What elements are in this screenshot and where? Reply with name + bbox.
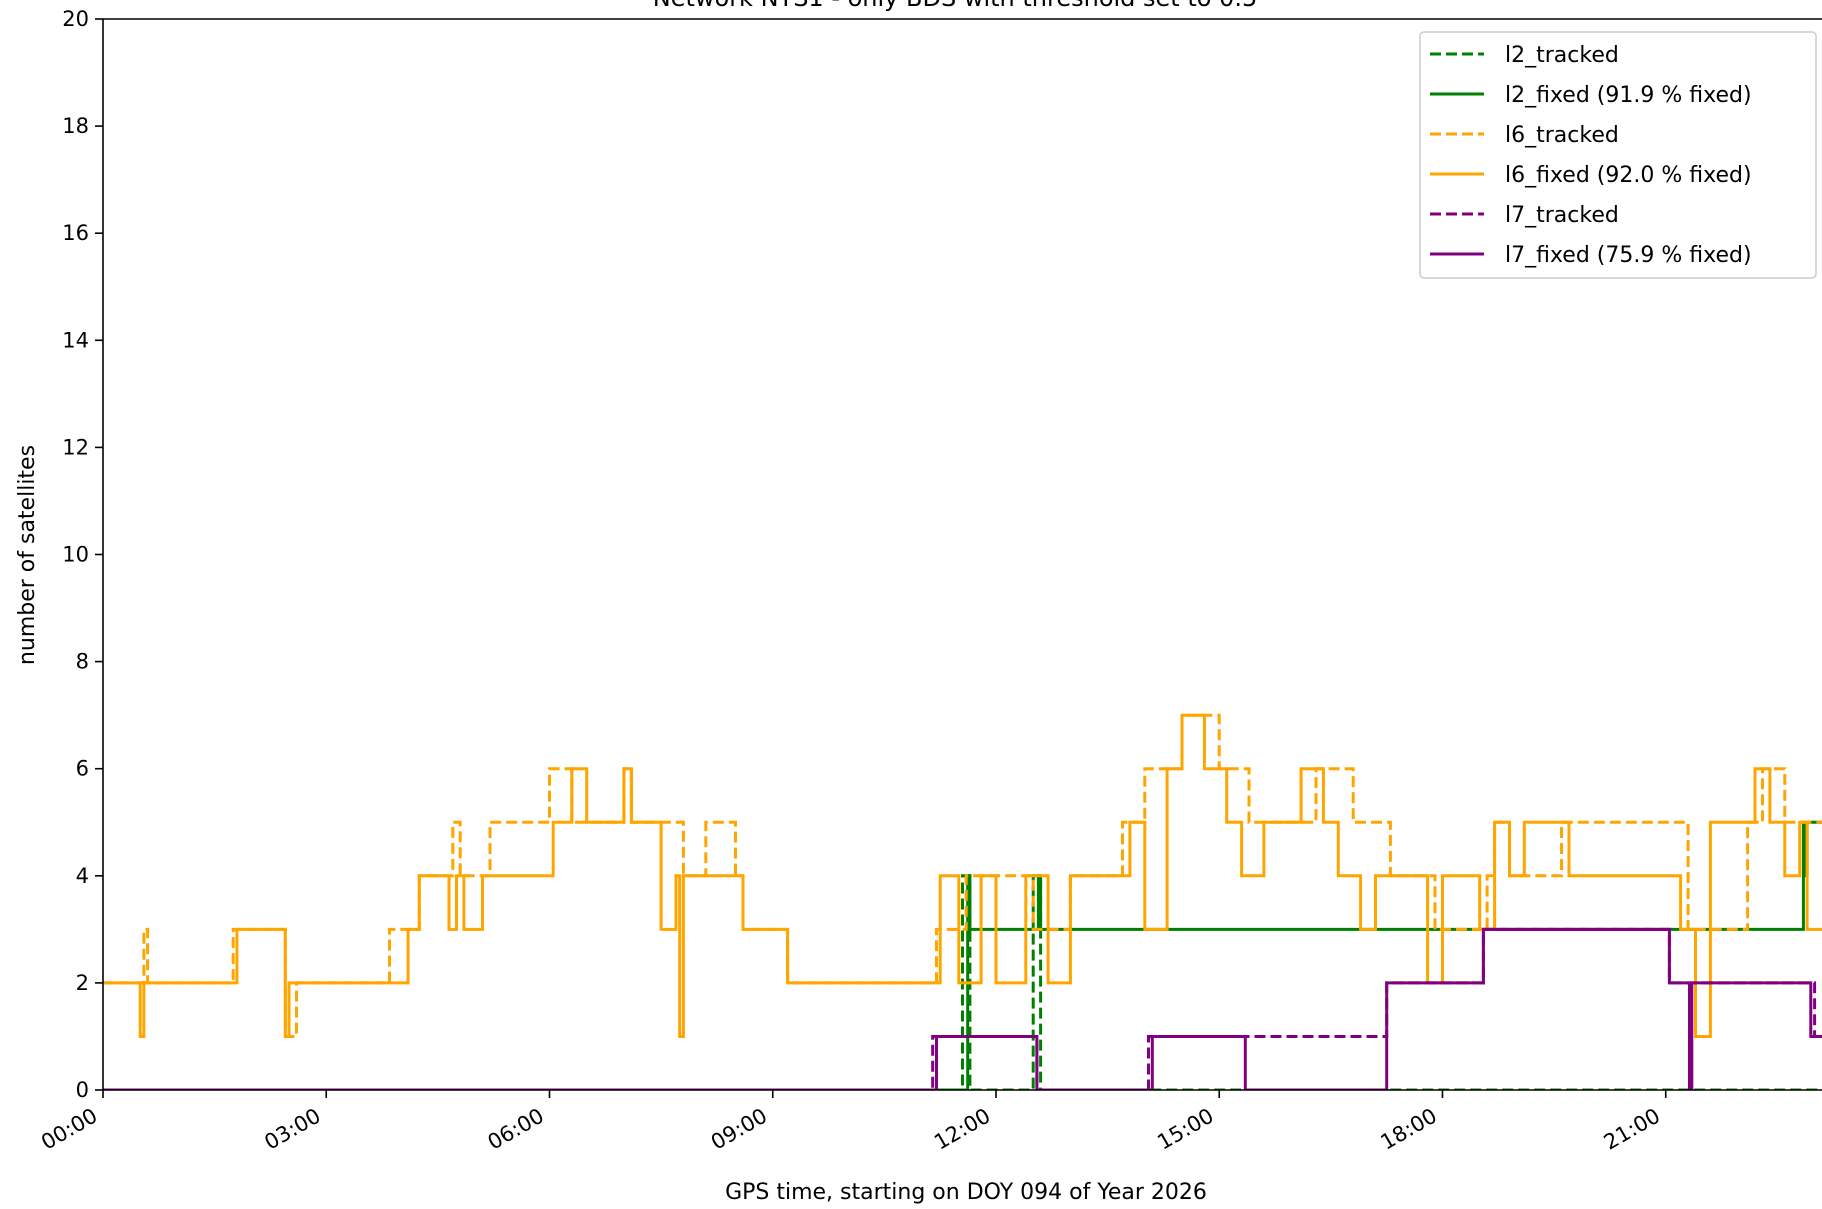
series-line-l6_tracked bbox=[103, 713, 1822, 1038]
legend: l2_tracked l2_fixed (91.9 % fixed) l6_trac… bbox=[1419, 31, 1817, 279]
x-tick-label: 21:00 bbox=[1600, 1104, 1664, 1155]
legend-label: l2_fixed (91.9 % fixed) bbox=[1505, 83, 1752, 108]
legend-frame bbox=[1419, 31, 1817, 279]
legend-label: l7_tracked bbox=[1505, 203, 1619, 228]
x-ticks: 00:00 03:00 06:00 09:00 12:00 15:00 18:00 21:00 bbox=[37, 1090, 1667, 1155]
legend-label: l6_tracked bbox=[1505, 123, 1619, 148]
y-tick-label: 20 bbox=[62, 7, 89, 31]
x-tick-label: 00:00 bbox=[37, 1104, 101, 1155]
x-tick-label: 03:00 bbox=[260, 1104, 324, 1155]
y-tick-label: 0 bbox=[76, 1078, 89, 1102]
chart-title: Network NTS1 - only BDS with threshold s… bbox=[653, 0, 1257, 12]
x-tick-label: 09:00 bbox=[707, 1104, 771, 1155]
y-tick-label: 6 bbox=[76, 757, 89, 781]
y-tick-label: 16 bbox=[62, 221, 89, 245]
x-tick-label: 15:00 bbox=[1153, 1104, 1217, 1155]
x-tick-label: 18:00 bbox=[1377, 1104, 1441, 1155]
y-axis-label: number of satellites bbox=[15, 445, 40, 665]
legend-label: l2_tracked bbox=[1505, 43, 1619, 68]
y-tick-label: 8 bbox=[76, 650, 89, 674]
x-axis-label: GPS time, starting on DOY 094 of Year 20… bbox=[725, 1180, 1207, 1205]
legend-label: l6_fixed (92.0 % fixed) bbox=[1505, 163, 1752, 188]
x-tick-label: 06:00 bbox=[484, 1104, 548, 1155]
y-tick-label: 12 bbox=[62, 435, 89, 459]
y-tick-label: 14 bbox=[62, 328, 89, 352]
y-tick-label: 18 bbox=[62, 114, 89, 138]
y-tick-label: 4 bbox=[76, 864, 89, 888]
x-tick-label: 12:00 bbox=[930, 1104, 994, 1155]
series-layer bbox=[103, 713, 1822, 1090]
y-tick-label: 10 bbox=[62, 543, 89, 567]
y-ticks: 0 2 4 6 8 10 12 14 16 18 20 bbox=[62, 7, 103, 1102]
series-line-l7_fixed bbox=[103, 927, 1822, 1090]
legend-label: l7_fixed (75.9 % fixed) bbox=[1505, 243, 1752, 268]
y-tick-label: 2 bbox=[76, 971, 89, 995]
series-line-l7_tracked bbox=[103, 927, 1822, 1090]
